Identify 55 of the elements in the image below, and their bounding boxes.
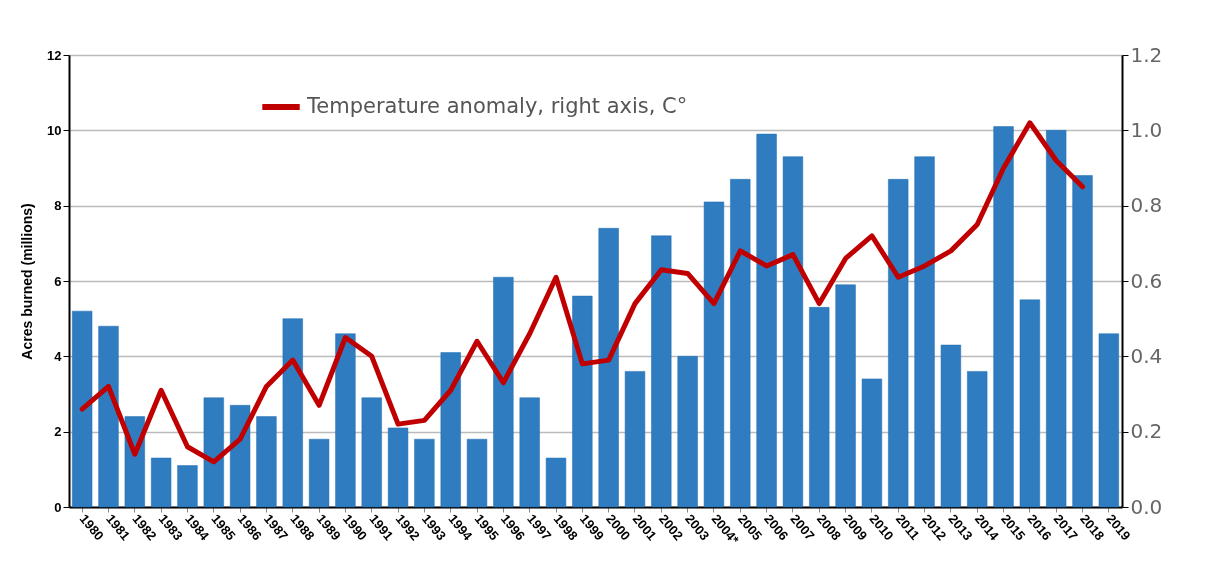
bar <box>282 318 303 508</box>
y2-tick-label: 1.0 <box>1130 117 1163 142</box>
bar <box>229 405 251 508</box>
bar <box>466 438 488 508</box>
bar <box>414 438 435 508</box>
bar <box>703 201 725 508</box>
bar <box>835 284 856 508</box>
y-tick-label: 10 <box>47 122 62 138</box>
y2-tick-label: 0.2 <box>1130 419 1163 444</box>
y2-tick-label: 0.0 <box>1130 494 1163 519</box>
bar <box>151 457 172 508</box>
y2-tick-label: 0.8 <box>1130 193 1163 218</box>
bar <box>493 276 514 508</box>
bar <box>809 307 830 508</box>
bar <box>335 333 356 508</box>
bar <box>440 352 461 508</box>
bar <box>730 179 751 508</box>
bar <box>624 371 646 508</box>
bar <box>361 397 382 508</box>
bar <box>177 465 198 508</box>
bar <box>861 378 883 508</box>
bar <box>1046 130 1067 508</box>
bar <box>914 156 935 508</box>
bar <box>545 457 567 508</box>
y-tick-label: 4 <box>54 348 63 364</box>
bar <box>519 397 540 508</box>
y-tick-label: 0 <box>54 499 62 515</box>
y-axis-title: Acres burned (millions) <box>19 203 36 360</box>
bar <box>782 156 804 508</box>
bar <box>308 438 330 508</box>
bar <box>256 416 277 508</box>
bar <box>203 397 224 508</box>
bar <box>888 179 909 508</box>
bar <box>72 310 93 508</box>
y2-tick-label: 0.6 <box>1130 268 1163 293</box>
y-tick-label: 2 <box>54 424 62 440</box>
bar <box>967 371 988 508</box>
bar <box>940 344 962 508</box>
y-tick-label: 6 <box>54 273 62 289</box>
bar <box>1098 333 1119 508</box>
bar <box>677 356 698 508</box>
bar <box>572 295 593 508</box>
y-tick-label: 8 <box>54 198 62 214</box>
bar <box>387 427 409 508</box>
bar <box>1072 175 1093 508</box>
legend-label: Temperature anomaly, right axis, C° <box>306 94 688 118</box>
bar <box>598 228 619 508</box>
y2-tick-label: 0.4 <box>1130 343 1163 368</box>
bar <box>651 235 672 508</box>
bar <box>756 133 777 508</box>
bar <box>98 325 119 508</box>
bar <box>1019 299 1040 508</box>
bar <box>993 126 1014 508</box>
y2-tick-label: 1.2 <box>1130 42 1163 67</box>
y-tick-label: 12 <box>47 47 62 63</box>
